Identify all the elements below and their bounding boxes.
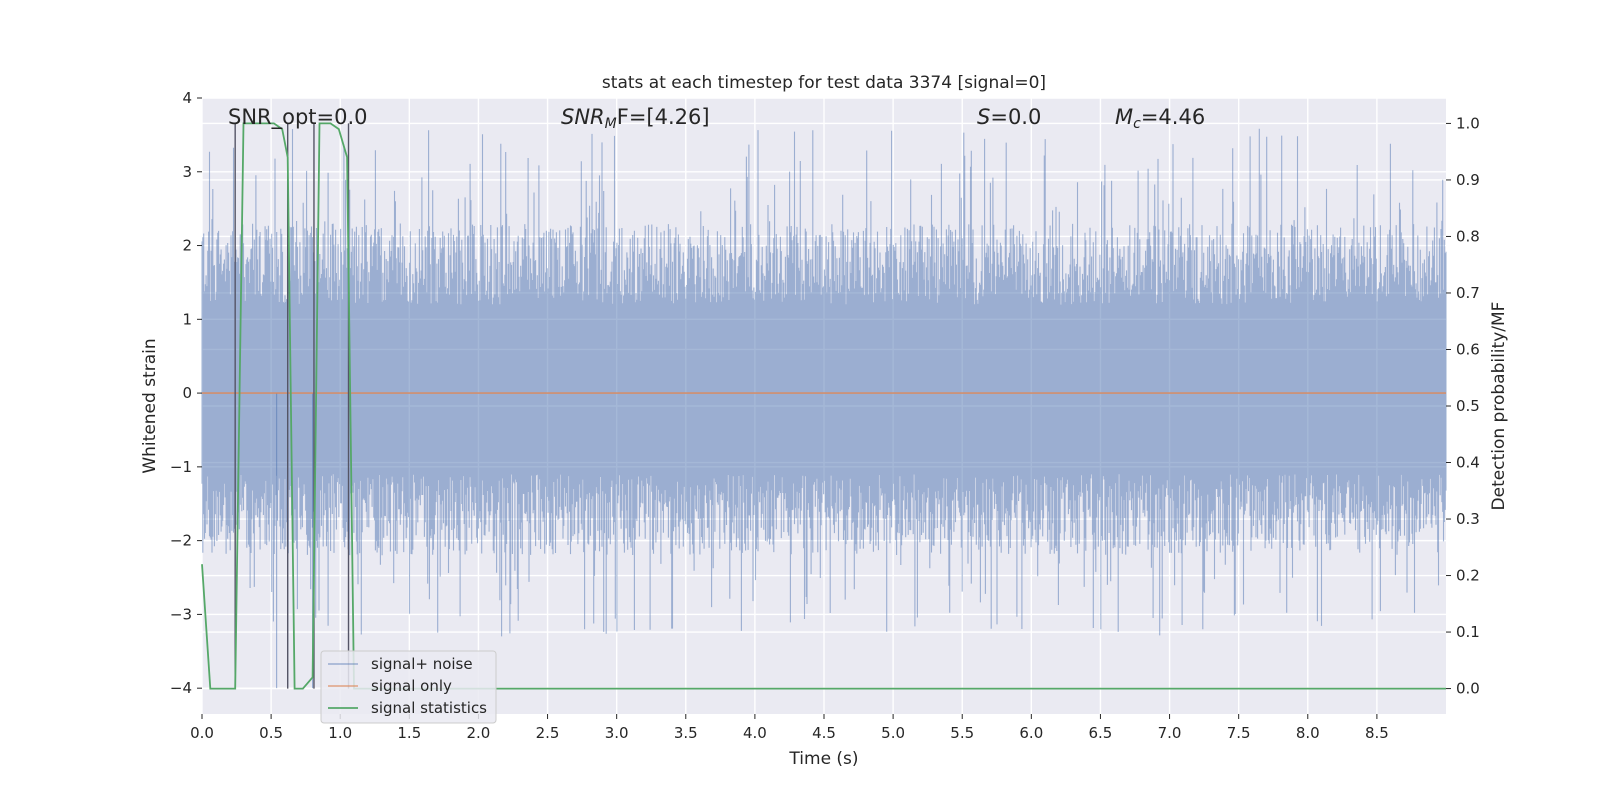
- y2-tick-label: 0.1: [1456, 623, 1480, 641]
- x-tick-label: 8.5: [1365, 724, 1389, 742]
- y2-tick-label: 0.0: [1456, 680, 1480, 698]
- y2-tick-label: 0.9: [1456, 171, 1480, 189]
- x-axis-label: Time (s): [788, 749, 858, 769]
- annotation-snr-mf: SNRMF=[4.26]: [561, 105, 710, 132]
- x-tick-label: 3.5: [674, 724, 698, 742]
- annotation-mc: Mc=4.46: [1115, 105, 1205, 132]
- y-tick-label: 1: [182, 310, 192, 328]
- annotation-mc-symbol: M: [1115, 105, 1133, 129]
- y2-tick-label: 0.6: [1456, 340, 1480, 358]
- y2-tick-label: 0.3: [1456, 510, 1480, 528]
- annotation-snr-opt: SNR_opt=0.0: [228, 105, 368, 130]
- x-tick-label: 4.0: [743, 724, 767, 742]
- x-tick-label: 6.5: [1089, 724, 1113, 742]
- annotation-s-value: =0.0: [990, 105, 1041, 129]
- y2-tick-label: 1.0: [1456, 114, 1480, 132]
- y-tick-label: 2: [182, 237, 192, 255]
- y2-tick-label: 0.5: [1456, 397, 1480, 415]
- signal-statistics-line: [201, 122, 1446, 690]
- legend-label-signal-noise: signal+ noise: [371, 655, 473, 673]
- y-tick-label: 3: [182, 163, 192, 181]
- legend-label-signal-statistics: signal statistics: [371, 699, 487, 717]
- x-tick-label: 1.0: [328, 724, 352, 742]
- annotation-s-symbol: S: [977, 105, 990, 129]
- x-tick-label: 0.0: [190, 724, 214, 742]
- x-tick-label: 1.5: [397, 724, 421, 742]
- legend-box: [320, 650, 497, 724]
- x-tick-label: 0.5: [259, 724, 283, 742]
- legend: signal+ noise signal only signal statist…: [320, 650, 497, 724]
- y-tick-label: 0: [182, 384, 192, 402]
- y2-tick-label: 0.7: [1456, 284, 1480, 302]
- chart-title: stats at each timestep for test data 337…: [602, 73, 1046, 93]
- y2-axis-label: Detection probability/MF: [1489, 302, 1509, 511]
- x-tick-label: 6.0: [1019, 724, 1043, 742]
- annotation-s: S=0.0: [977, 105, 1041, 129]
- x-tick-label: 8.0: [1296, 724, 1320, 742]
- y-axis-label: Whitened strain: [140, 338, 160, 473]
- annotation-mc-subscript: c: [1133, 116, 1141, 132]
- y2-tick-label: 0.2: [1456, 567, 1480, 585]
- y-tick-label: 4: [182, 89, 192, 107]
- y-tick-label: −3: [170, 605, 192, 623]
- y2-axis-ticks: 1.0 0.9 0.8 0.7 0.6 0.5 0.4 0.3 0.2 0.1 0.0: [1446, 114, 1480, 698]
- signal-statistics-series: [201, 122, 1446, 690]
- y-tick-label: −1: [170, 458, 192, 476]
- x-tick-label: 7.0: [1158, 724, 1182, 742]
- legend-label-signal-only: signal only: [371, 677, 452, 695]
- x-tick-label: 5.5: [950, 724, 974, 742]
- y2-tick-label: 0.8: [1456, 227, 1480, 245]
- y-tick-label: −4: [170, 679, 192, 697]
- y-tick-label: −2: [170, 532, 192, 550]
- x-tick-label: 5.0: [881, 724, 905, 742]
- annotation-snr-mf-value: F=[4.26]: [617, 105, 710, 129]
- x-tick-label: 4.5: [812, 724, 836, 742]
- x-axis-ticks: 0.0 0.5 1.0 1.5 2.0 2.5 3.0 3.5 4.0 4.5 5.0 5.5 6.0 6…: [190, 714, 1389, 742]
- y2-tick-label: 0.4: [1456, 454, 1480, 472]
- annotation-mc-value: =4.46: [1141, 105, 1205, 129]
- x-tick-label: 2.5: [536, 724, 560, 742]
- x-tick-label: 7.5: [1227, 724, 1251, 742]
- x-tick-label: 3.0: [605, 724, 629, 742]
- x-tick-label: 2.0: [467, 724, 491, 742]
- signal-noise-line: [201, 128, 1447, 637]
- annotation-snr-mf-subscript: M: [605, 116, 617, 132]
- y-axis-ticks: 4 3 2 1 0 −1 −2 −3 −4: [170, 89, 202, 697]
- annotation-snr-mf-symbol: SNR: [561, 105, 605, 129]
